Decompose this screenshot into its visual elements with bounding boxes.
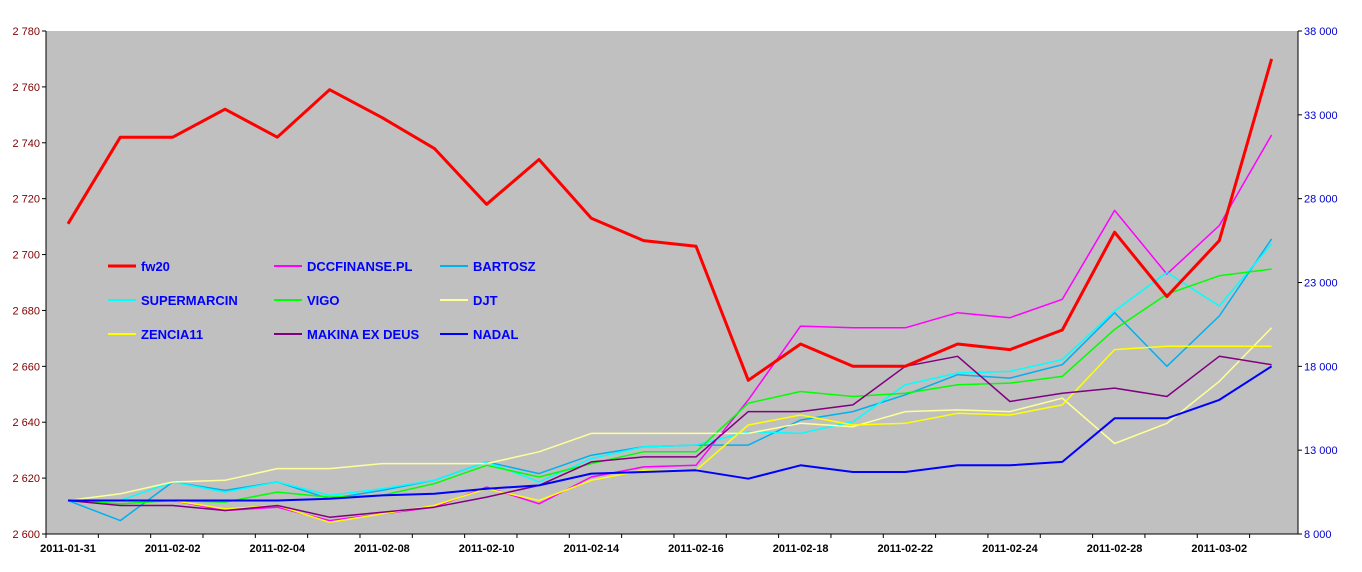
y-left-tick-label: 2 680 <box>12 305 40 317</box>
y-right-tick-label: 28 000 <box>1304 194 1338 206</box>
y-right-tick-label: 33 000 <box>1304 110 1338 122</box>
series-lines <box>66 58 1274 524</box>
legend-label: NADAL <box>473 327 519 342</box>
plot-area <box>46 31 1298 534</box>
x-tick-label: 2011-02-24 <box>982 543 1039 555</box>
x-axis: 2011-01-31 2011-02-02 2011-02-04 2011-02-08… <box>40 533 1298 555</box>
y-left-tick-label: 2 700 <box>12 250 40 262</box>
x-tick-label: 2011-02-28 <box>1087 543 1143 555</box>
y-right-tick-label: 13 000 <box>1304 445 1338 457</box>
legend: fw20 DCCFINANSE.PL BARTOSZ SUPERMARCIN VIGO D… <box>108 259 536 342</box>
series-line-nadal <box>68 365 1273 502</box>
legend-label: DJT <box>473 293 498 308</box>
y-left-tick-label: 2 640 <box>12 417 40 429</box>
series-line-supermarcin <box>68 243 1273 502</box>
x-tick-label: 2011-01-31 <box>40 543 96 555</box>
legend-label: MAKINA EX DEUS <box>307 327 420 342</box>
y-axis-left: 2 600 2 620 2 640 2 660 2 680 2 700 2 720 2 740… <box>12 26 47 541</box>
legend-label: VIGO <box>307 293 340 308</box>
y-right-tick-label: 38 000 <box>1304 26 1338 38</box>
x-tick-label: 2011-02-02 <box>145 543 201 555</box>
y-left-tick-label: 2 720 <box>12 194 40 206</box>
legend-label: BARTOSZ <box>473 259 536 274</box>
y-left-tick-label: 2 600 <box>12 529 40 541</box>
y-left-tick-label: 2 780 <box>12 26 40 38</box>
series-line-dccfinanse-pl <box>68 134 1273 522</box>
series-line-djt <box>67 327 1273 502</box>
y-right-tick-label: 23 000 <box>1304 278 1338 290</box>
legend-label: DCCFINANSE.PL <box>307 259 413 274</box>
x-tick-label: 2011-02-22 <box>877 543 933 555</box>
series-line-vigo <box>67 268 1272 505</box>
x-tick-label: 2011-02-16 <box>668 543 724 555</box>
y-left-tick-label: 2 660 <box>12 361 40 373</box>
x-tick-label: 2011-03-02 <box>1191 543 1247 555</box>
y-axis-right: 8 000 13 000 18 000 23 000 28 000 33 000 38 00… <box>1297 26 1338 541</box>
x-tick-label: 2011-02-14 <box>563 543 620 555</box>
x-tick-label: 2011-02-10 <box>459 543 515 555</box>
y-left-tick-label: 2 620 <box>12 473 40 485</box>
series-line-fw20 <box>66 58 1274 382</box>
legend-label: fw20 <box>141 259 170 274</box>
y-left-tick-label: 2 740 <box>12 138 40 150</box>
y-left-tick-label: 2 760 <box>12 82 40 94</box>
legend-label: ZENCIA11 <box>141 327 203 342</box>
y-right-tick-label: 8 000 <box>1304 529 1332 541</box>
x-tick-label: 2011-02-18 <box>773 543 829 555</box>
x-tick-label: 2011-02-04 <box>249 543 306 555</box>
series-line-makina-ex-deus <box>67 355 1272 518</box>
legend-label: SUPERMARCIN <box>141 293 238 308</box>
x-tick-label: 2011-02-08 <box>354 543 410 555</box>
y-right-tick-label: 18 000 <box>1304 361 1338 373</box>
